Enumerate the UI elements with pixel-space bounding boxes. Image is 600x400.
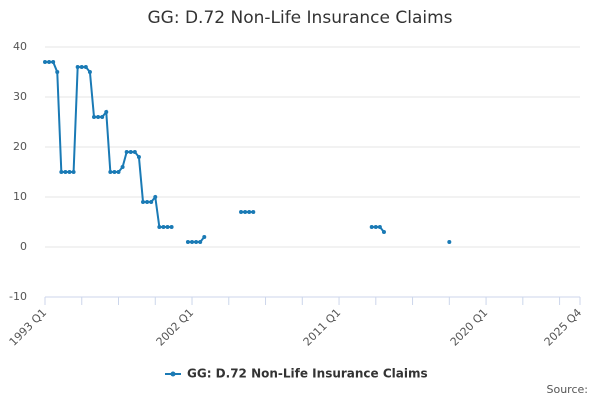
data-point bbox=[377, 225, 382, 229]
data-point bbox=[87, 70, 92, 74]
data-point bbox=[202, 235, 207, 239]
data-point bbox=[71, 170, 76, 174]
x-tick-label: 1993 Q1 bbox=[7, 306, 50, 349]
x-tick-label: 2011 Q1 bbox=[301, 306, 344, 349]
y-tick-label: 40 bbox=[13, 40, 27, 53]
data-point bbox=[373, 225, 378, 229]
data-point bbox=[185, 240, 190, 244]
y-tick-label: 0 bbox=[20, 240, 27, 253]
data-point bbox=[190, 240, 195, 244]
y-tick-label: 20 bbox=[13, 140, 27, 153]
legend-label: GG: D.72 Non-Life Insurance Claims bbox=[187, 367, 428, 381]
data-point bbox=[161, 225, 166, 229]
data-point bbox=[96, 115, 101, 119]
data-point bbox=[198, 240, 203, 244]
data-point bbox=[247, 210, 252, 214]
data-point bbox=[149, 200, 154, 204]
data-point bbox=[63, 170, 68, 174]
data-point bbox=[165, 225, 170, 229]
data-point bbox=[145, 200, 150, 204]
data-point bbox=[239, 210, 244, 214]
series-line bbox=[45, 62, 449, 242]
data-point bbox=[108, 170, 113, 174]
data-point bbox=[120, 165, 125, 169]
data-point bbox=[67, 170, 72, 174]
data-point bbox=[51, 60, 56, 64]
data-point bbox=[75, 65, 80, 69]
data-point bbox=[194, 240, 199, 244]
data-point bbox=[132, 150, 137, 154]
data-point bbox=[157, 225, 162, 229]
data-point bbox=[381, 230, 386, 234]
data-point bbox=[243, 210, 248, 214]
y-tick-label: 10 bbox=[13, 190, 27, 203]
data-point bbox=[153, 195, 158, 199]
legend-marker bbox=[170, 371, 176, 377]
chart-title: GG: D.72 Non-Life Insurance Claims bbox=[147, 8, 452, 28]
data-point bbox=[251, 210, 256, 214]
data-point bbox=[100, 115, 105, 119]
data-point bbox=[169, 225, 174, 229]
source: Source: bbox=[547, 383, 589, 396]
y-tick-label: -10 bbox=[9, 290, 27, 303]
data-point bbox=[47, 60, 52, 64]
y-tick-label: 30 bbox=[13, 90, 27, 103]
data-point bbox=[92, 115, 97, 119]
data-point bbox=[104, 110, 109, 114]
data-point bbox=[43, 60, 47, 64]
data-point bbox=[79, 65, 84, 69]
x-tick-label: 2025 Q4 bbox=[542, 306, 585, 349]
data-point bbox=[116, 170, 121, 174]
data-point bbox=[141, 200, 146, 204]
data-point bbox=[112, 170, 117, 174]
x-tick-label: 2020 Q1 bbox=[448, 306, 491, 349]
x-tick-label: 2002 Q1 bbox=[154, 306, 197, 349]
data-point bbox=[136, 155, 141, 159]
data-point bbox=[369, 225, 374, 229]
data-point bbox=[83, 65, 88, 69]
data-point bbox=[447, 240, 452, 244]
data-point bbox=[55, 70, 60, 74]
data-point bbox=[59, 170, 64, 174]
data-point bbox=[128, 150, 133, 154]
data-point bbox=[124, 150, 129, 154]
